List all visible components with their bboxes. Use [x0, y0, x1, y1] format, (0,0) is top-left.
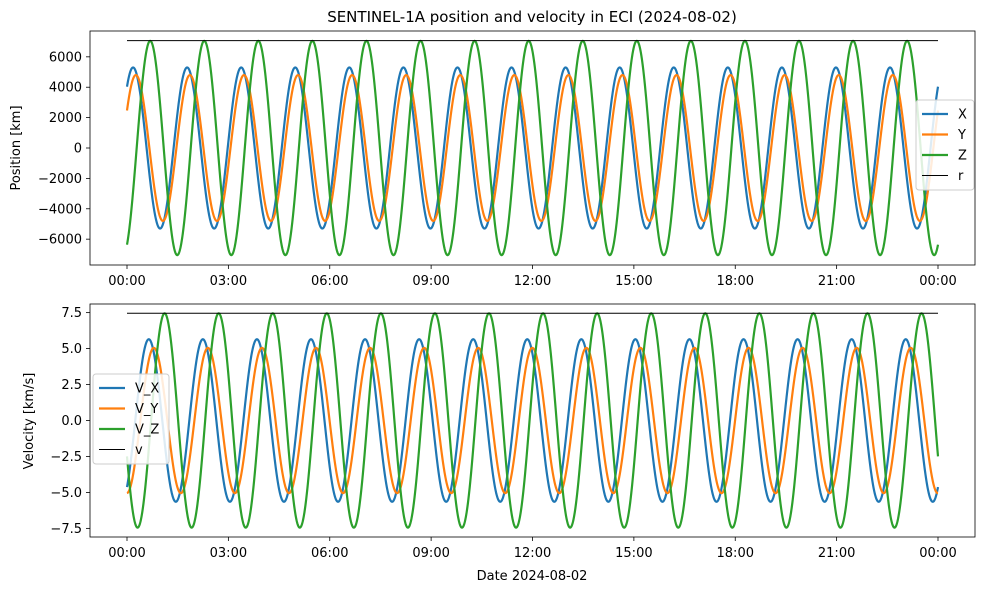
series-line-y [125, 73, 940, 223]
plot-frame [89, 30, 976, 266]
x-tick-label: 15:00 [615, 274, 652, 289]
y-tick-label: −6000 [38, 233, 82, 248]
legend-label: r [958, 169, 964, 184]
legend-box [92, 373, 170, 465]
x-tick-label: 06:00 [311, 546, 348, 561]
y-tick-label: 6000 [49, 50, 82, 65]
y-tick-label: −2.5 [50, 450, 82, 465]
y-tick-label: 4000 [49, 81, 82, 96]
series-group [125, 312, 940, 529]
series-line-v-z [125, 312, 940, 529]
y-tick-label: −2000 [38, 172, 82, 187]
x-tick-label: 15:00 [615, 546, 652, 561]
x-tick-label: 06:00 [311, 274, 348, 289]
x-tick-label: 00:00 [108, 546, 145, 561]
x-tick-label: 03:00 [210, 546, 247, 561]
series-group [125, 39, 940, 257]
x-axis-label: Date 2024-08-02 [477, 569, 588, 584]
x-tick-label: 12:00 [514, 546, 551, 561]
x-tick-label: 18:00 [717, 546, 754, 561]
series-line-v-y [126, 346, 939, 495]
x-tick-label: 21:00 [818, 546, 855, 561]
legend-label: X [958, 108, 967, 123]
legend: V_X V_Y V_Zv [92, 373, 170, 465]
x-tick-label: 00:00 [919, 546, 956, 561]
y-axis-label-position: Position [km] [9, 105, 24, 190]
y-tick-label: −4000 [38, 202, 82, 217]
y-tick-label: −7.5 [50, 522, 82, 537]
legend-label: Z [958, 149, 967, 164]
y-tick-label: 7.5 [61, 306, 82, 321]
x-tick-label: 03:00 [210, 274, 247, 289]
x-tick-label: 21:00 [818, 274, 855, 289]
y-tick-label: 5.0 [61, 342, 82, 357]
x-tick-label: 00:00 [919, 274, 956, 289]
y-tick-label: 2.5 [61, 378, 82, 393]
legend-label: v [135, 443, 143, 458]
legend-label: Y [957, 128, 966, 143]
y-tick-label: 2000 [49, 111, 82, 126]
legend-label: V_Y [135, 402, 158, 417]
y-tick-label: 0.0 [61, 414, 82, 429]
x-tick-label: 18:00 [717, 274, 754, 289]
x-tick-label: 12:00 [514, 274, 551, 289]
x-tick-label: 09:00 [412, 546, 449, 561]
y-tick-label: −5.0 [50, 486, 82, 501]
series-line-x [125, 66, 940, 230]
chart-title: SENTINEL-1A position and velocity in ECI… [327, 8, 737, 26]
y-axis-label-velocity: Velocity [km/s] [22, 373, 37, 470]
x-tick-label: 09:00 [412, 274, 449, 289]
series-line-v-x [125, 338, 940, 503]
velocity-panel: −7.5 −5.0 −2.5 0.0 2.5 5.0 7.5 00:00 03:00 06:00 0… [50, 303, 976, 561]
legend-box [915, 99, 975, 191]
legend-label: V_Z [135, 423, 159, 438]
position-panel: −6000 −4000 −2000 0 2000 4000 6000 00:00 03:00 06… [38, 30, 976, 289]
legend-label: V_X [135, 382, 159, 397]
x-tick-label: 00:00 [108, 274, 145, 289]
series-line-z [125, 39, 940, 257]
y-tick-label: 0 [74, 142, 82, 157]
